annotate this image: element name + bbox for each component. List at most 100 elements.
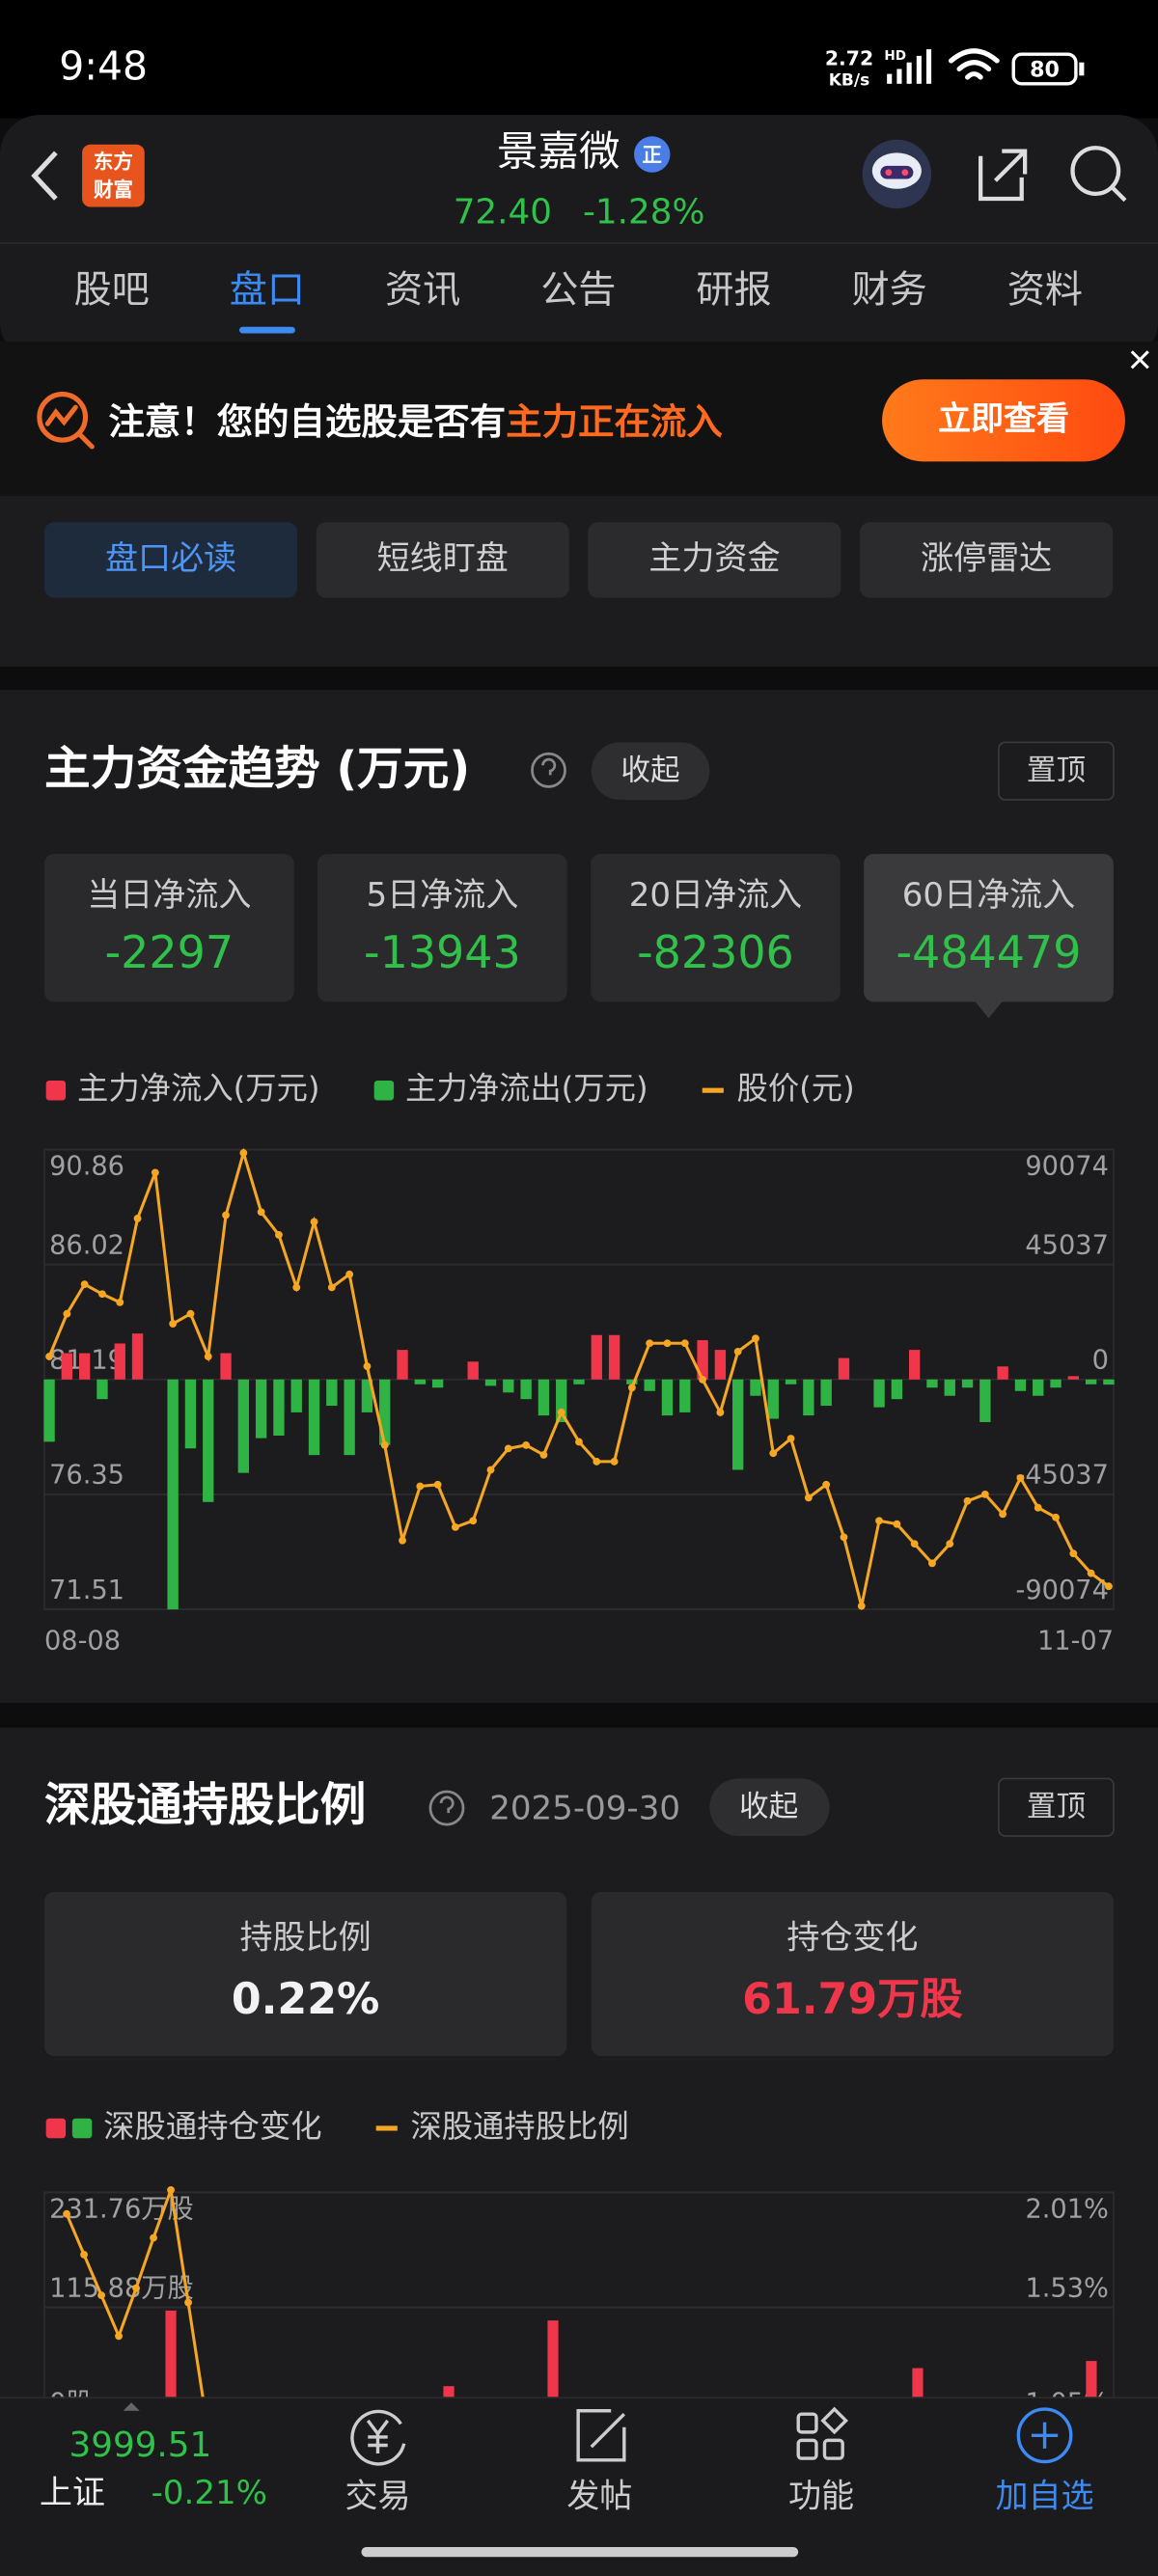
- collapse-button[interactable]: [591, 742, 710, 800]
- nav-item[interactable]: 功能: [788, 2477, 854, 2515]
- sub-tab[interactable]: [588, 522, 841, 598]
- bar: [1050, 1379, 1062, 1388]
- collapse-text[interactable]: 收起: [739, 1791, 798, 1824]
- point: [1052, 1513, 1060, 1521]
- battery-icon: [1011, 52, 1078, 86]
- y-tick-label: 71.51: [49, 1576, 124, 1605]
- stat-value: 0.22%: [232, 1975, 380, 2024]
- date: 2025-09-30: [489, 1789, 680, 1827]
- tab[interactable]: 盘口: [230, 269, 305, 313]
- banner-button-text[interactable]: 立即查看: [938, 399, 1069, 438]
- stats: 持股比例 0.22% 持仓变化 61.79万股: [43, 1891, 1115, 2057]
- point: [1105, 1582, 1113, 1591]
- bar: [344, 1379, 355, 1456]
- function-icon: [796, 2406, 849, 2460]
- sub-tab-label[interactable]: 盘口必读: [105, 539, 236, 578]
- point: [132, 2284, 140, 2292]
- point: [486, 1466, 495, 1474]
- point: [699, 1376, 707, 1384]
- bar: [1103, 1379, 1115, 1385]
- close-button[interactable]: [1130, 350, 1149, 370]
- stock-change: -1.28%: [583, 192, 704, 232]
- point: [222, 1211, 230, 1219]
- bar: [1067, 1376, 1080, 1380]
- bar: [979, 1379, 991, 1422]
- search-button[interactable]: [1070, 146, 1127, 203]
- point: [97, 2291, 105, 2300]
- point: [840, 1533, 848, 1542]
- sub-tab[interactable]: [860, 522, 1114, 598]
- sub-tab-label[interactable]: 主力资金: [648, 539, 780, 578]
- nav-item[interactable]: 交易: [345, 2477, 410, 2515]
- pin-text[interactable]: 置顶: [1027, 754, 1086, 788]
- y2-tick-label: 45037: [1025, 1230, 1109, 1260]
- bar: [547, 2320, 559, 2423]
- tab[interactable]: 公告: [540, 269, 616, 313]
- stat-box[interactable]: [591, 854, 841, 1002]
- stat-value: 61.79万股: [742, 1975, 962, 2024]
- point: [186, 1309, 195, 1318]
- back-button[interactable]: [31, 151, 58, 201]
- stat-label: 5日净流入: [366, 876, 518, 915]
- point: [1016, 1473, 1025, 1482]
- share-button[interactable]: [979, 149, 1028, 202]
- collapse-button[interactable]: [709, 1778, 830, 1836]
- y2-tick-label: 2.01%: [1025, 2195, 1108, 2225]
- help-icon[interactable]: [531, 752, 566, 788]
- x-tick-label: 11-07: [1037, 1627, 1114, 1657]
- assistant-avatar[interactable]: [862, 139, 932, 209]
- bar: [96, 1379, 108, 1400]
- bar: [750, 1379, 761, 1396]
- point: [627, 1384, 636, 1392]
- help-icon[interactable]: [428, 1790, 465, 1826]
- point: [1034, 1503, 1042, 1512]
- stat-pointer: [974, 1000, 1004, 1019]
- sub-tab-label[interactable]: 短线盯盘: [377, 539, 509, 578]
- stat-value: -2297: [105, 926, 234, 978]
- stat-box[interactable]: [43, 854, 294, 1002]
- sub-tab-label[interactable]: 涨停雷达: [921, 539, 1052, 578]
- bar: [290, 1379, 302, 1412]
- point: [610, 1457, 619, 1466]
- stat-label: 当日净流入: [87, 876, 251, 915]
- pin-text[interactable]: 置顶: [1027, 1791, 1086, 1824]
- nav-item[interactable]: 加自选: [996, 2477, 1094, 2515]
- tab[interactable]: 财务: [852, 269, 927, 313]
- sub-tab[interactable]: [43, 522, 298, 598]
- legend-label: 深股通持仓变化: [103, 2108, 321, 2145]
- pin-button[interactable]: [998, 1777, 1115, 1837]
- bar: [165, 2310, 177, 2423]
- index-name[interactable]: 上证: [40, 2474, 105, 2512]
- bar: [114, 1343, 125, 1380]
- stat-box[interactable]: [317, 854, 567, 1002]
- battery-level: 80: [1030, 58, 1060, 83]
- fund-trend-card: 主力资金趋势 (万元) 收起 置顶 当日净流入 -2297 5日净流入 -13943 2…: [0, 689, 1158, 1704]
- point: [151, 1168, 159, 1177]
- card-title: 主力资金趋势 (万元): [44, 743, 470, 796]
- bar: [1033, 1379, 1044, 1396]
- tab[interactable]: 资料: [1007, 269, 1083, 313]
- stat-box[interactable]: [864, 854, 1114, 1002]
- index-value[interactable]: 3999.51: [69, 2425, 211, 2465]
- point: [769, 1449, 778, 1458]
- tab[interactable]: 研报: [696, 269, 771, 313]
- bar: [714, 1350, 727, 1380]
- tab-indicator: [239, 326, 295, 334]
- y2-tick-label: 0: [1092, 1346, 1109, 1376]
- tab[interactable]: 股吧: [74, 269, 150, 313]
- collapse-text[interactable]: 收起: [620, 754, 679, 788]
- badge-text: 正: [643, 144, 662, 167]
- tab[interactable]: 资讯: [385, 269, 460, 313]
- app-logo: [82, 144, 145, 207]
- pin-button[interactable]: [998, 741, 1115, 801]
- stock-name: 景嘉微: [497, 129, 620, 177]
- point: [910, 1540, 919, 1548]
- bar: [61, 1353, 73, 1380]
- point: [539, 1451, 548, 1459]
- point: [946, 1540, 954, 1548]
- index-change[interactable]: -0.21%: [152, 2474, 267, 2512]
- banner-button[interactable]: [882, 379, 1125, 462]
- nav-item[interactable]: 发帖: [566, 2477, 632, 2515]
- sub-tab[interactable]: [316, 522, 569, 598]
